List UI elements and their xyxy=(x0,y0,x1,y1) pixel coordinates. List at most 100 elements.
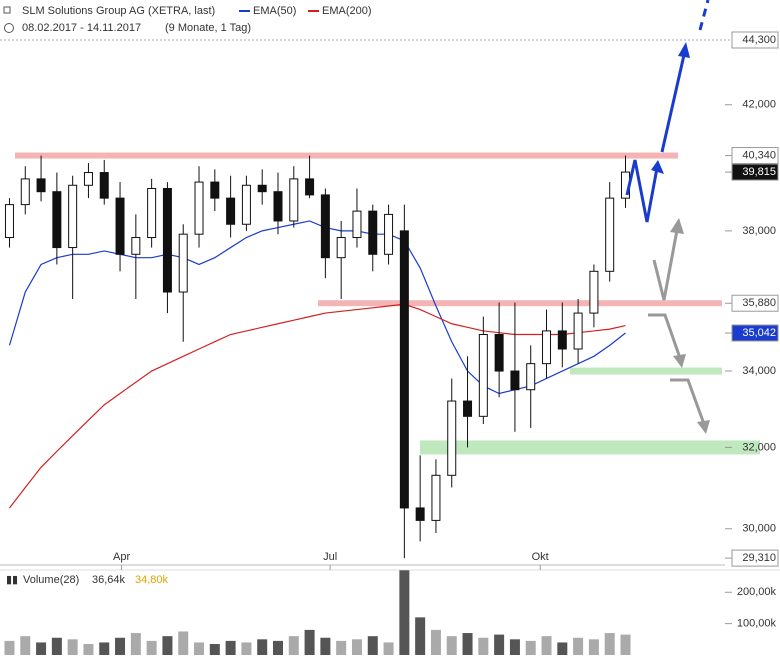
price-label: 35,880 xyxy=(742,297,776,309)
candle-body xyxy=(210,181,220,199)
candle-body xyxy=(226,197,236,225)
volume-bar xyxy=(525,640,536,655)
candle-body xyxy=(4,204,14,239)
price-label-box xyxy=(731,549,779,567)
candle-body xyxy=(115,197,125,255)
volume-bar xyxy=(478,637,489,655)
candle-body xyxy=(99,172,109,199)
candle-body xyxy=(542,330,552,365)
price-label: 29,310 xyxy=(742,552,776,564)
icon: ▮▮ xyxy=(6,574,18,586)
arrow-head xyxy=(673,354,686,368)
x-tick-label: Apr xyxy=(113,551,130,563)
volume-bar xyxy=(20,636,31,655)
volume-bar xyxy=(162,636,173,655)
volume-bar xyxy=(36,642,47,655)
candle-body xyxy=(20,178,30,206)
candle-body xyxy=(83,172,93,186)
volume-bar xyxy=(194,642,205,655)
volume-bar xyxy=(541,636,552,655)
volume-bar xyxy=(509,639,520,655)
volume-bar xyxy=(320,637,331,655)
ema-line xyxy=(8,220,626,395)
level-zone xyxy=(15,152,678,159)
volume-bar xyxy=(494,634,505,655)
volume-bar xyxy=(67,639,78,655)
x-tick-label: Okt xyxy=(532,551,549,563)
volume-tick-label: 100,00k xyxy=(737,618,777,630)
level-zone xyxy=(318,300,722,307)
candle-body xyxy=(463,400,473,417)
volume-bar xyxy=(209,644,220,655)
price-label-box xyxy=(731,31,779,49)
volume-title: Volume(28) xyxy=(23,574,79,586)
volume-bar xyxy=(130,633,141,655)
volume-bar xyxy=(557,642,568,655)
candle-body xyxy=(399,230,409,509)
candle-body xyxy=(494,334,504,372)
price-label-box xyxy=(731,147,779,165)
volume-bar xyxy=(225,640,236,655)
candle-body xyxy=(241,184,251,225)
candle-body xyxy=(510,370,520,391)
candle-body xyxy=(352,210,362,239)
volume-bar xyxy=(272,640,283,655)
volume-bar xyxy=(178,631,189,655)
arrow xyxy=(648,313,682,359)
candle-body xyxy=(431,474,441,521)
price-label: 39,815 xyxy=(742,166,776,178)
y-tick-label: 34,000 xyxy=(742,365,776,377)
candle-body xyxy=(589,270,599,314)
candle-body xyxy=(162,187,172,293)
candle-body xyxy=(368,210,378,255)
volume-bar xyxy=(462,633,473,655)
icon xyxy=(4,23,14,33)
level-zone xyxy=(420,440,760,455)
volume-bar xyxy=(99,642,110,655)
chart-title: SLM Solutions Group AG (XETRA, last) xyxy=(22,5,215,17)
price-label-box xyxy=(731,324,779,342)
candle-body xyxy=(194,181,204,235)
arrow-head xyxy=(697,420,710,434)
arrow xyxy=(670,378,706,425)
arrow xyxy=(698,0,710,31)
candle-body xyxy=(52,191,62,249)
arrow xyxy=(660,54,686,153)
candle-body xyxy=(384,213,394,255)
price-label: 40,340 xyxy=(742,149,776,161)
volume-bar xyxy=(383,642,394,655)
projection-arrows xyxy=(625,0,710,434)
volume-bar xyxy=(367,636,378,655)
volume-average: 36,64k xyxy=(92,574,126,586)
y-tick-label: 38,000 xyxy=(742,225,776,237)
volume-tick-label: 200,00k xyxy=(737,586,777,598)
arrow-head xyxy=(670,218,684,234)
candle-body xyxy=(478,334,488,417)
candle-body xyxy=(178,233,188,293)
volume-bar xyxy=(415,617,426,655)
period: (9 Monate, 1 Tag) xyxy=(165,22,251,34)
volume-bar xyxy=(430,629,441,655)
volume-bar xyxy=(115,637,126,655)
candle-body xyxy=(273,191,283,222)
candle-body xyxy=(257,184,267,193)
arrow xyxy=(652,229,679,301)
volume-bar xyxy=(620,634,631,655)
volume-bar xyxy=(83,644,94,655)
volume-bar xyxy=(241,642,252,655)
candle-body xyxy=(36,178,46,193)
volume-bar xyxy=(51,637,62,655)
volume-bar xyxy=(399,570,410,655)
candle-body xyxy=(526,363,536,391)
candle-body xyxy=(447,400,457,476)
candle-body xyxy=(305,178,315,196)
price-label-box xyxy=(731,294,779,312)
candle-body xyxy=(557,330,567,350)
candle-body xyxy=(68,184,78,249)
volume-bar xyxy=(146,640,157,655)
level-zone xyxy=(570,367,722,375)
volume-bar xyxy=(304,629,315,655)
price-label: 35,042 xyxy=(742,327,776,339)
volume-bar xyxy=(288,636,299,655)
